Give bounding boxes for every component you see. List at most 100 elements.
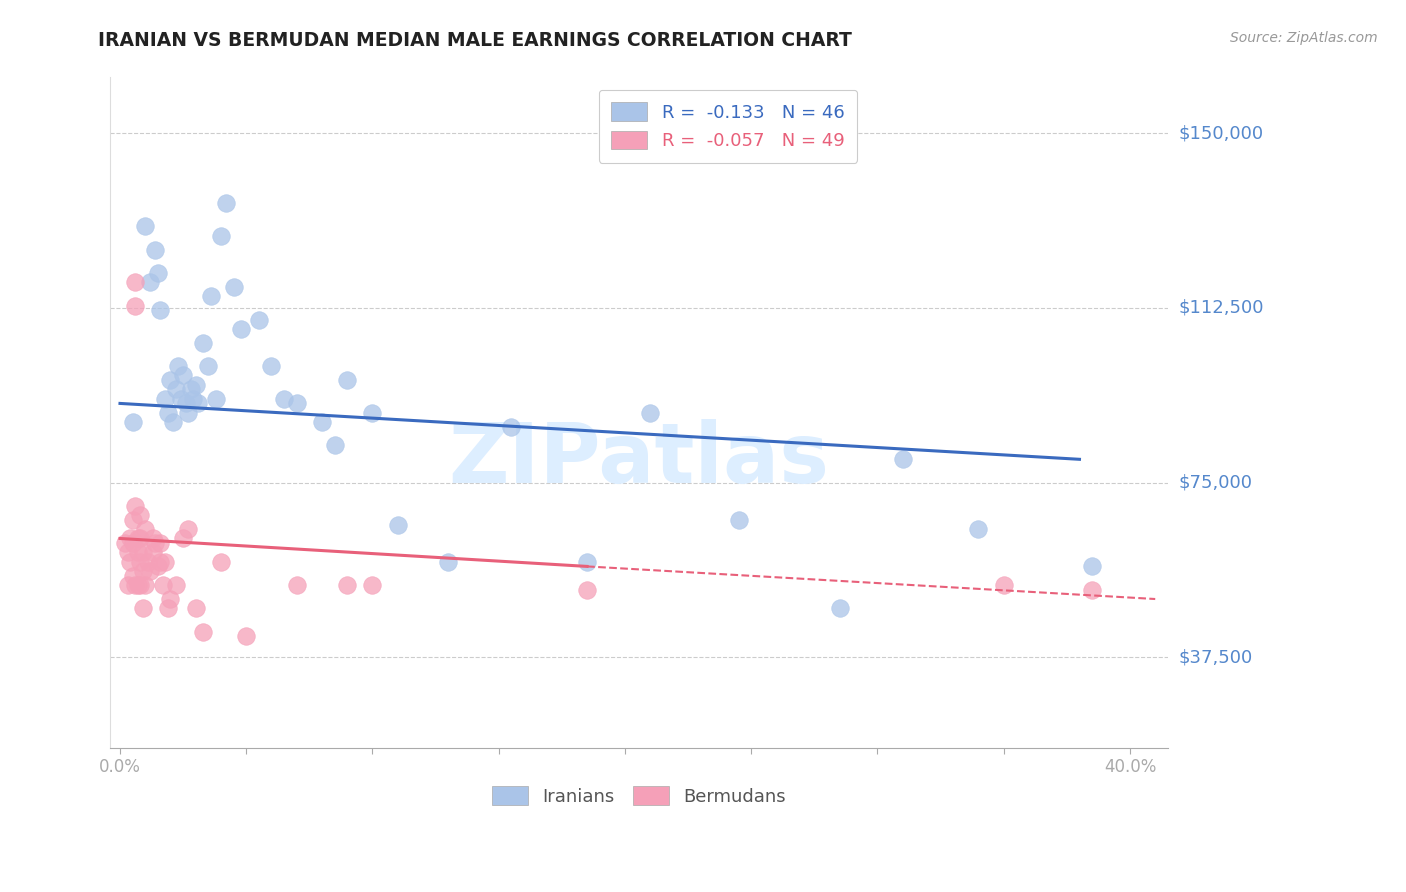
Text: $112,500: $112,500: [1180, 299, 1264, 317]
Point: [437, 555, 460, 569]
Point: [336, 578, 359, 592]
Point: [129, 532, 152, 546]
Point: [336, 373, 359, 387]
Point: [117, 545, 139, 559]
Point: [159, 592, 181, 607]
Point: [638, 406, 661, 420]
Point: [285, 578, 308, 592]
Point: [361, 406, 384, 420]
Point: [181, 392, 204, 406]
Point: [114, 536, 136, 550]
Point: [205, 392, 228, 406]
Point: [132, 601, 155, 615]
Point: [143, 536, 166, 550]
Point: [222, 280, 245, 294]
Point: [143, 243, 166, 257]
Point: [121, 513, 143, 527]
Point: [124, 299, 146, 313]
Point: [120, 555, 142, 569]
Point: [215, 196, 238, 211]
Point: [576, 582, 599, 597]
Point: [311, 415, 333, 429]
Point: [184, 377, 207, 392]
Text: ZIPatlas: ZIPatlas: [449, 419, 830, 500]
Point: [155, 555, 177, 569]
Point: [174, 396, 197, 410]
Point: [891, 452, 914, 467]
Point: [184, 601, 207, 615]
Point: [139, 564, 162, 578]
Point: [167, 359, 190, 374]
Point: [197, 359, 219, 374]
Point: [121, 415, 143, 429]
Point: [121, 536, 143, 550]
Point: [124, 578, 146, 592]
Point: [146, 559, 169, 574]
Point: [134, 522, 156, 536]
Point: [134, 219, 156, 234]
Point: [187, 396, 209, 410]
Point: [124, 499, 146, 513]
Point: [139, 276, 162, 290]
Point: [231, 322, 253, 336]
Point: [828, 601, 851, 615]
Point: [132, 564, 155, 578]
Point: [155, 392, 177, 406]
Point: [165, 383, 187, 397]
Point: [129, 555, 152, 569]
Point: [247, 312, 270, 326]
Point: [134, 578, 156, 592]
Point: [149, 536, 172, 550]
Legend: Iranians, Bermudans: Iranians, Bermudans: [485, 779, 793, 813]
Text: $150,000: $150,000: [1180, 124, 1264, 143]
Text: $37,500: $37,500: [1180, 648, 1253, 666]
Point: [576, 555, 599, 569]
Point: [169, 392, 191, 406]
Point: [209, 555, 232, 569]
Point: [129, 508, 152, 523]
Point: [209, 228, 232, 243]
Point: [172, 532, 194, 546]
Point: [172, 368, 194, 383]
Text: $75,000: $75,000: [1180, 474, 1253, 491]
Point: [146, 266, 169, 280]
Point: [967, 522, 990, 536]
Point: [235, 629, 257, 643]
Point: [193, 335, 215, 350]
Point: [142, 532, 165, 546]
Point: [285, 396, 308, 410]
Point: [260, 359, 283, 374]
Point: [159, 373, 181, 387]
Point: [127, 545, 149, 559]
Point: [177, 522, 200, 536]
Point: [361, 578, 384, 592]
Point: [121, 568, 143, 582]
Point: [142, 545, 165, 559]
Point: [177, 406, 200, 420]
Point: [120, 532, 142, 546]
Point: [165, 578, 187, 592]
Point: [193, 624, 215, 639]
Text: Source: ZipAtlas.com: Source: ZipAtlas.com: [1230, 31, 1378, 45]
Point: [149, 555, 172, 569]
Point: [149, 303, 172, 318]
Point: [387, 517, 409, 532]
Point: [136, 555, 159, 569]
Point: [117, 578, 139, 592]
Point: [124, 276, 146, 290]
Point: [156, 601, 179, 615]
Point: [156, 406, 179, 420]
Point: [323, 438, 346, 452]
Point: [993, 578, 1015, 592]
Point: [273, 392, 295, 406]
Point: [127, 532, 149, 546]
Point: [727, 513, 749, 527]
Point: [132, 545, 155, 559]
Point: [162, 415, 184, 429]
Point: [152, 578, 174, 592]
Text: IRANIAN VS BERMUDAN MEDIAN MALE EARNINGS CORRELATION CHART: IRANIAN VS BERMUDAN MEDIAN MALE EARNINGS…: [98, 31, 852, 50]
Point: [1081, 582, 1104, 597]
Point: [200, 289, 222, 303]
Point: [127, 578, 149, 592]
Point: [1081, 559, 1104, 574]
